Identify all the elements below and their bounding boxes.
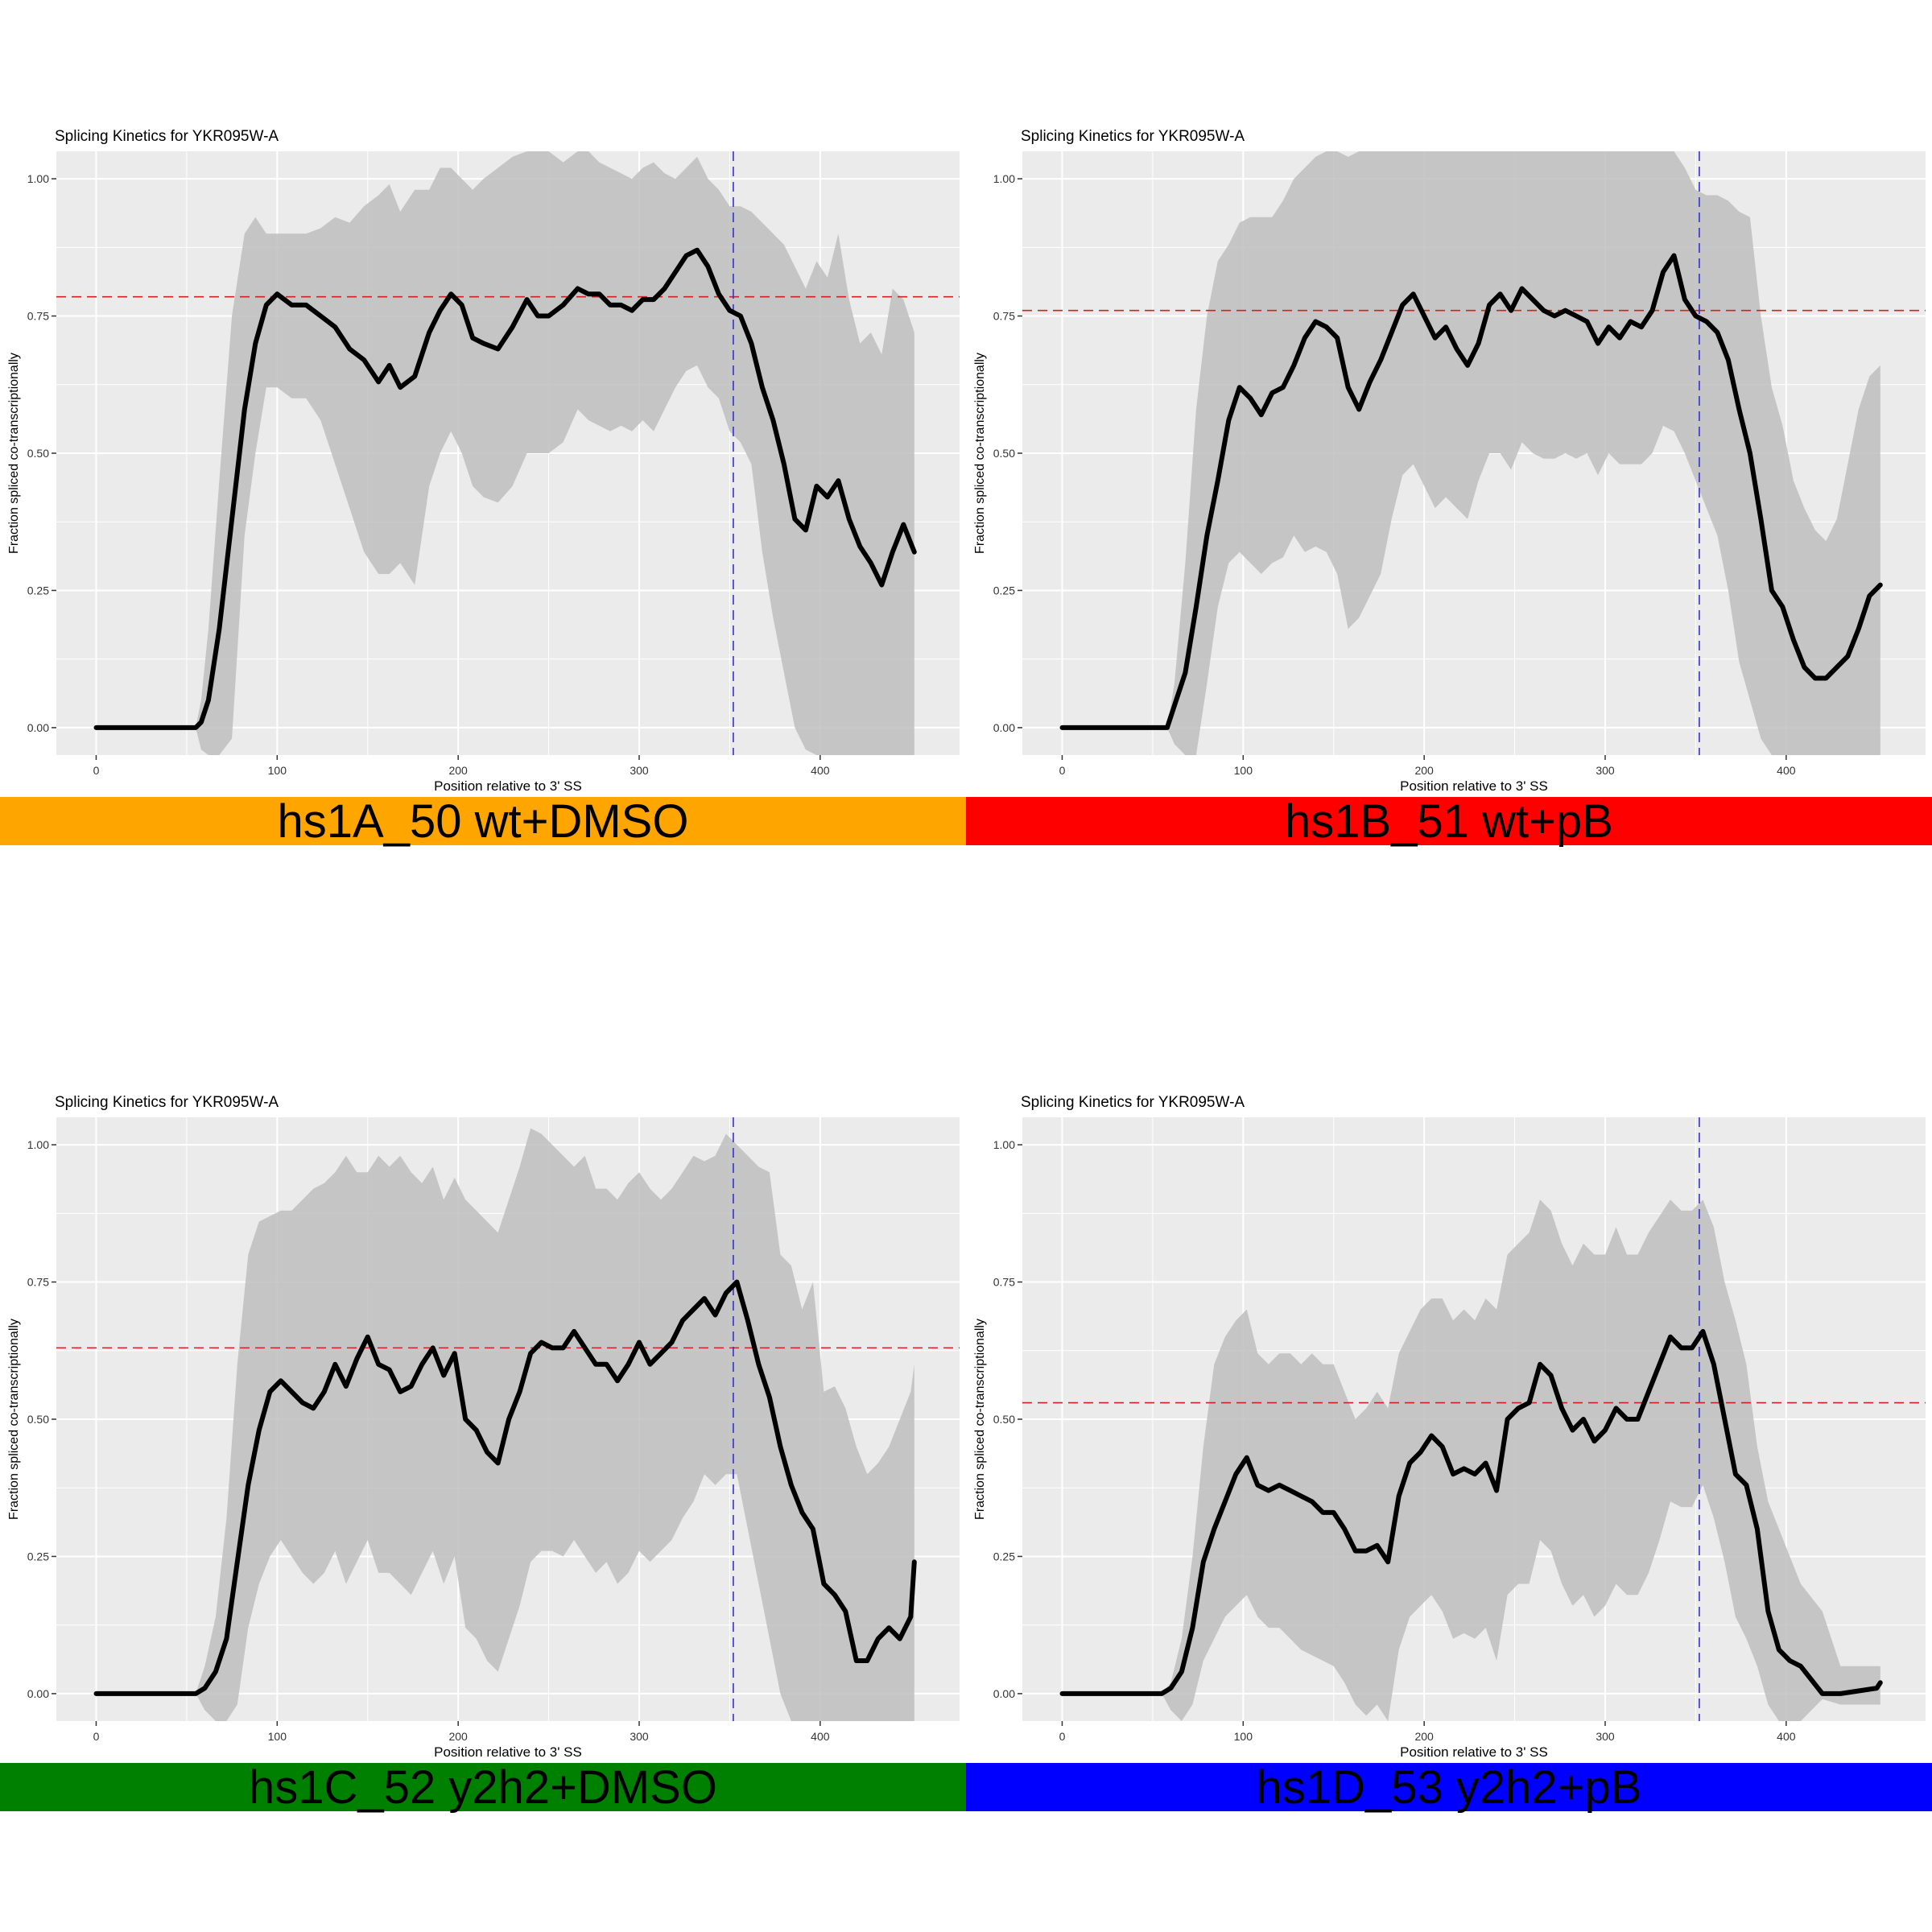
splicing-fraction-line [1059, 253, 1883, 730]
y-tick-label: 1.00 [27, 172, 49, 185]
y-tick-label: 0.75 [993, 1276, 1015, 1289]
plot-area [1022, 1117, 1926, 1721]
splicing-fraction-line [93, 247, 917, 730]
x-tick-label: 200 [448, 764, 468, 777]
x-tick-label: 100 [1234, 764, 1253, 777]
x-tick-label: 400 [811, 764, 830, 777]
x-tick-label: 300 [1596, 1730, 1615, 1743]
y-tick-label: 0.00 [993, 1687, 1015, 1700]
y-axis-label: Fraction spliced co-transcriptionally [973, 1319, 987, 1520]
x-tick-label: 0 [1059, 1730, 1066, 1743]
x-tick-label: 300 [630, 1730, 649, 1743]
y-tick-label: 0.25 [27, 1550, 49, 1563]
confidence-ribbon [1062, 151, 1880, 755]
y-tick-label: 1.00 [993, 172, 1015, 185]
chart-title: Splicing Kinetics for YKR095W-A [55, 128, 279, 145]
y-tick-label: 0.00 [993, 721, 1015, 734]
x-tick-label: 0 [93, 1730, 100, 1743]
x-tick-label: 200 [1414, 1730, 1434, 1743]
x-tick-label: 200 [448, 1730, 468, 1743]
x-tick-label: 0 [93, 764, 100, 777]
splicing-fraction-line [93, 1279, 917, 1696]
chart-title: Splicing Kinetics for YKR095W-A [1021, 1094, 1245, 1111]
banner-label-hs1d: hs1D_53 y2h2+pB [1256, 1761, 1642, 1814]
splicing-fraction-line [1059, 1328, 1883, 1696]
chart-hs1b: Splicing Kinetics for YKR095W-A 0.00 0.25 0… [973, 128, 1926, 794]
x-axis-label: Position relative to 3' SS [434, 778, 582, 794]
x-tick-label: 300 [630, 764, 649, 777]
y-axis-label: Fraction spliced co-transcriptionally [973, 353, 987, 554]
banner-hs1a: hs1A_50 wt+DMSO [0, 795, 966, 848]
y-tick-label: 0.00 [27, 721, 49, 734]
chart-title: Splicing Kinetics for YKR095W-A [55, 1094, 279, 1111]
y-tick-label: 0.50 [993, 1413, 1015, 1426]
y-tick-label: 0.50 [27, 447, 49, 460]
y-tick-label: 0.25 [27, 584, 49, 597]
confidence-ribbon [1062, 1199, 1880, 1721]
panel-hs1c: Splicing Kinetics for YKR095W-A 0.00 0.25 0… [0, 1079, 966, 1760]
banner-label-hs1c: hs1C_52 y2h2+DMSO [249, 1761, 717, 1814]
y-tick-label: 0.75 [27, 1276, 49, 1289]
plot-area [1022, 151, 1926, 755]
chart-hs1c: Splicing Kinetics for YKR095W-A 0.00 0.25 0… [7, 1094, 960, 1760]
y-tick-label: 0.75 [993, 310, 1015, 323]
plot-area [56, 151, 960, 755]
panel-hs1b: Splicing Kinetics for YKR095W-A 0.00 0.25 0… [966, 113, 1932, 794]
x-tick-label: 100 [1234, 1730, 1253, 1743]
y-tick-label: 0.25 [993, 1550, 1015, 1563]
y-tick-label: 0.50 [993, 447, 1015, 460]
x-axis-label: Position relative to 3' SS [1400, 1744, 1548, 1760]
y-axis-label: Fraction spliced co-transcriptionally [7, 353, 21, 554]
x-axis-label: Position relative to 3' SS [1400, 778, 1548, 794]
panel-hs1a: Splicing Kinetics for YKR095W-A 0.00 0.25 0… [0, 113, 966, 794]
banner-label-hs1b: hs1B_51 wt+pB [1285, 795, 1613, 848]
y-tick-label: 0.50 [27, 1413, 49, 1426]
chart-hs1a: Splicing Kinetics for YKR095W-A 0.00 0.25 0… [7, 128, 960, 794]
banner-hs1d: hs1D_53 y2h2+pB [966, 1761, 1932, 1814]
y-tick-label: 0.25 [993, 584, 1015, 597]
x-tick-label: 300 [1596, 764, 1615, 777]
banner-hs1b: hs1B_51 wt+pB [966, 795, 1932, 848]
x-axis-label: Position relative to 3' SS [434, 1744, 582, 1760]
confidence-ribbon [96, 151, 914, 755]
x-tick-label: 100 [268, 1730, 287, 1743]
y-tick-label: 1.00 [993, 1138, 1015, 1151]
x-tick-label: 400 [811, 1730, 830, 1743]
chart-hs1d: Splicing Kinetics for YKR095W-A 0.00 0.25 0… [973, 1094, 1926, 1760]
plot-area [56, 1117, 960, 1721]
y-axis-label: Fraction spliced co-transcriptionally [7, 1319, 21, 1520]
banner-hs1c: hs1C_52 y2h2+DMSO [0, 1761, 966, 1814]
banner-label-hs1a: hs1A_50 wt+DMSO [277, 795, 689, 848]
x-tick-label: 200 [1414, 764, 1434, 777]
y-tick-label: 1.00 [27, 1138, 49, 1151]
x-tick-label: 0 [1059, 764, 1066, 777]
chart-title: Splicing Kinetics for YKR095W-A [1021, 128, 1245, 145]
x-tick-label: 400 [1777, 1730, 1796, 1743]
panel-hs1d: Splicing Kinetics for YKR095W-A 0.00 0.25 0… [966, 1079, 1932, 1760]
y-tick-label: 0.00 [27, 1687, 49, 1700]
x-tick-label: 400 [1777, 764, 1796, 777]
x-tick-label: 100 [268, 764, 287, 777]
y-tick-label: 0.75 [27, 310, 49, 323]
